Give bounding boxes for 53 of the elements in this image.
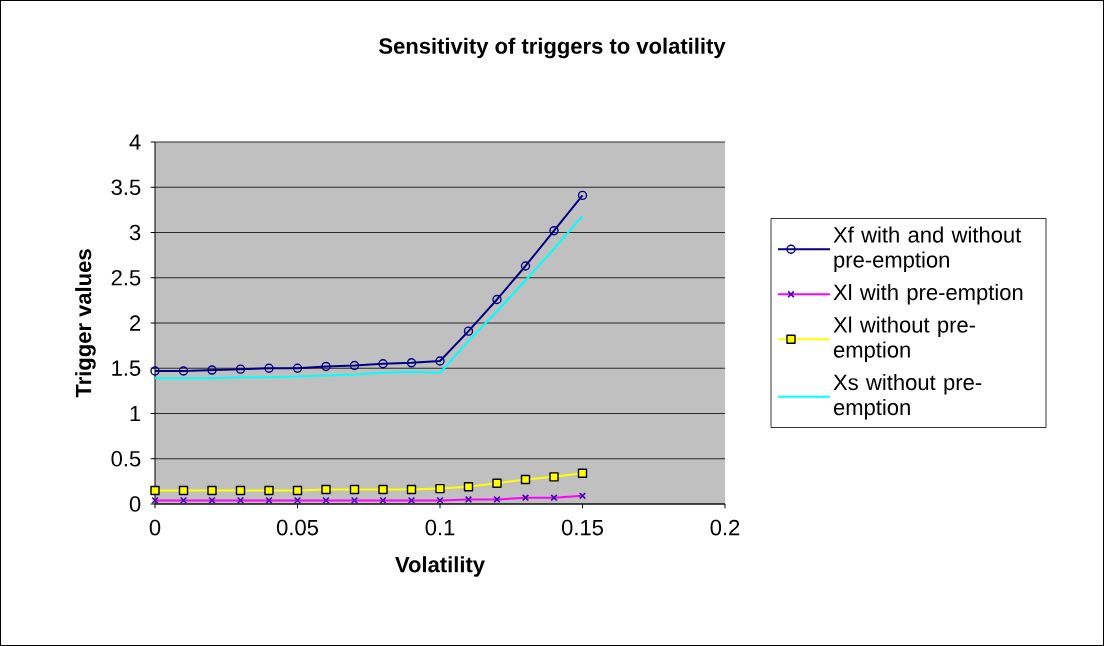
point: [292, 485, 303, 496]
x-tick-label: 0.2: [710, 519, 740, 536]
y-tick-label: 4: [129, 134, 141, 150]
point: [235, 485, 246, 496]
point: [406, 358, 417, 368]
point: [549, 472, 559, 482]
point: [406, 484, 417, 495]
point: [435, 356, 445, 366]
y-axis-title: Trigger values: [75, 249, 96, 398]
point: [463, 482, 474, 492]
y-tick-label: 3: [129, 224, 141, 241]
point: [178, 485, 189, 496]
point: [492, 294, 502, 305]
point: [264, 485, 274, 496]
y-tick-label: 3.5: [111, 179, 141, 196]
point: [520, 261, 531, 271]
point: [235, 364, 246, 374]
point: [349, 360, 360, 371]
y-tick-label: 2.5: [111, 269, 141, 286]
point: [178, 366, 189, 376]
legend-label: Xs without pre-emption: [833, 374, 982, 420]
point: [207, 485, 217, 496]
point: [549, 225, 559, 236]
y-tick-label: 1.5: [112, 360, 141, 376]
legend-label: Xl with pre-emption: [833, 283, 1023, 305]
point: [463, 326, 474, 336]
point: [577, 190, 588, 201]
y-tick-label: 2: [130, 315, 141, 331]
x-tick-label: 0: [149, 519, 161, 536]
legend-label: Xf with and without pre-emption: [833, 226, 1022, 272]
point: [150, 485, 160, 496]
point: [378, 484, 388, 495]
y-tick-label: 1: [130, 405, 141, 422]
x-tick-label: 0.1: [425, 519, 455, 536]
point: [321, 361, 331, 372]
point: [492, 478, 502, 488]
point: [292, 363, 303, 373]
point: [577, 468, 588, 478]
point: [264, 363, 274, 373]
point: [349, 484, 360, 495]
point: [520, 474, 531, 485]
x-tick-label: 0.05: [276, 519, 318, 536]
point: [435, 483, 445, 494]
chart-title: Sensitivity of triggers to volatility: [379, 37, 726, 59]
point: [378, 359, 388, 369]
x-tick-label: 0.15: [561, 519, 603, 536]
y-tick-label: 0.5: [111, 450, 141, 467]
y-tick-label: 0: [129, 496, 141, 512]
point: [150, 366, 160, 376]
point: [207, 365, 217, 375]
point: [321, 484, 331, 495]
legend-label: Xl without pre-emption: [833, 316, 976, 363]
x-axis-title: Volatility: [395, 556, 485, 577]
